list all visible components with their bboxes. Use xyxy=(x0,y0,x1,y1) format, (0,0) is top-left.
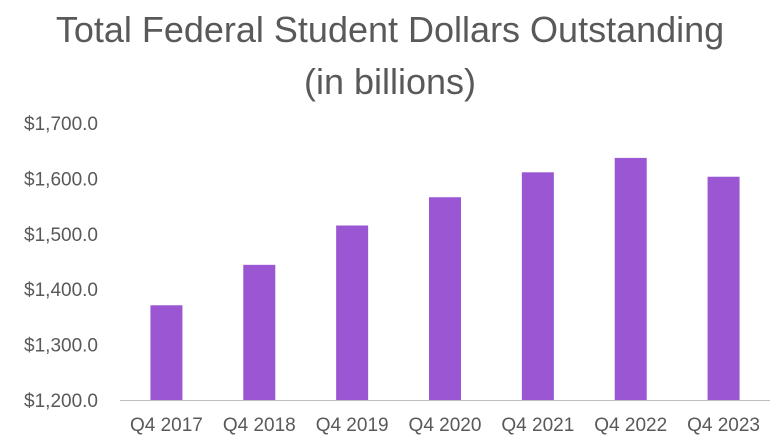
x-tick-label: Q4 2018 xyxy=(223,415,296,436)
y-tick-label: $1,400.0 xyxy=(24,280,98,301)
x-tick-label: Q4 2022 xyxy=(594,415,667,436)
x-tick-label: Q4 2023 xyxy=(687,415,760,436)
chart-title-block: Total Federal Student Dollars Outstandin… xyxy=(0,4,780,108)
x-tick-label: Q4 2020 xyxy=(409,415,482,436)
bar xyxy=(429,197,461,400)
y-tick-label: $1,300.0 xyxy=(24,336,98,357)
y-tick-label: $1,600.0 xyxy=(24,169,98,190)
bar xyxy=(521,172,554,400)
bar xyxy=(336,225,369,400)
x-tick-label: Q4 2017 xyxy=(130,415,203,436)
y-tick-label: $1,200.0 xyxy=(24,391,98,412)
chart-subtitle: (in billions) xyxy=(303,61,477,102)
bar xyxy=(243,264,276,400)
x-tick-label: Q4 2021 xyxy=(501,415,574,436)
y-tick-label: $1,700.0 xyxy=(24,114,98,135)
bar xyxy=(150,305,183,400)
bar xyxy=(707,176,740,400)
chart-title: Total Federal Student Dollars Outstandin… xyxy=(55,9,725,50)
bar xyxy=(614,157,647,400)
x-tick-label: Q4 2019 xyxy=(316,415,389,436)
y-tick-label: $1,500.0 xyxy=(24,225,98,246)
